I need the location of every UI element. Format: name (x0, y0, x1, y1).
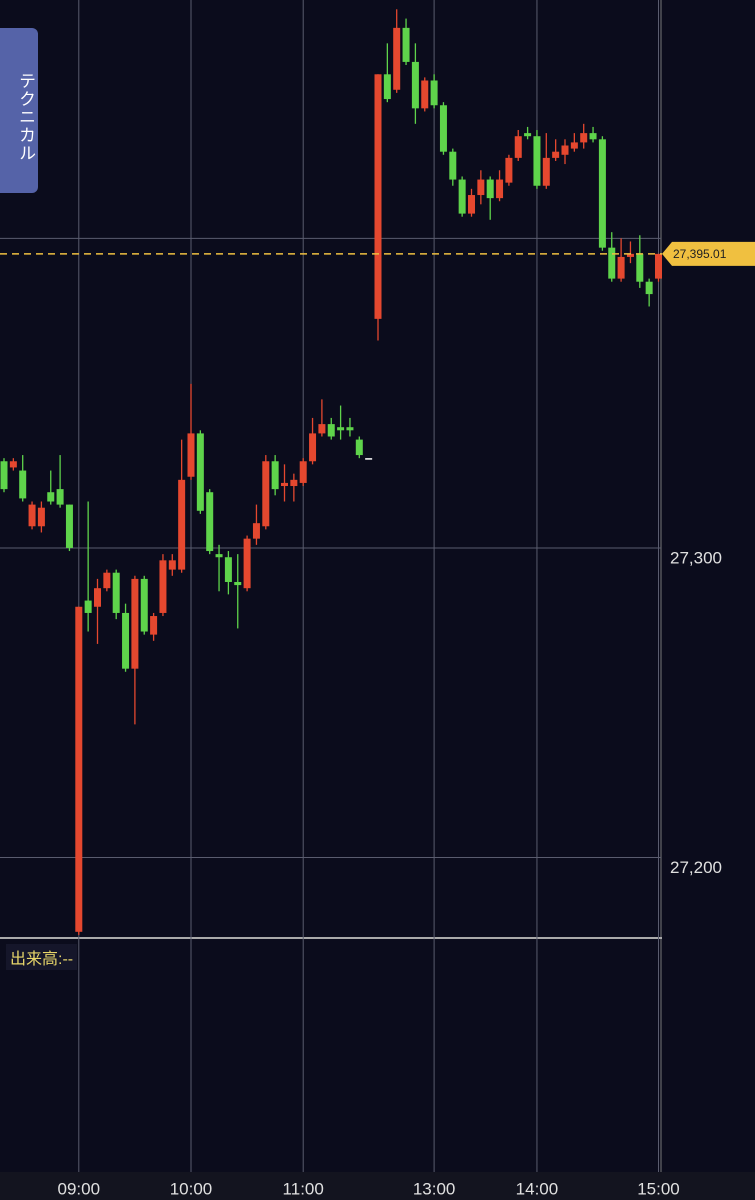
candle-body (56, 489, 64, 505)
x-tick-label: 14:00 (516, 1179, 559, 1198)
current-price-label: 27,395.01 (673, 247, 727, 261)
technical-button[interactable]: テクニカル (0, 28, 38, 193)
candle-body (486, 179, 494, 199)
candle-body (215, 554, 223, 558)
candle-body (327, 424, 335, 437)
candle-body (281, 482, 288, 487)
candle-body (37, 507, 45, 527)
candle-body (309, 433, 317, 462)
candle-body (636, 253, 644, 282)
candle-body (439, 105, 447, 152)
candle-body (449, 151, 457, 180)
time-axis-bg (0, 1172, 755, 1200)
x-tick-label: 11:00 (283, 1179, 324, 1198)
candle-body (393, 27, 401, 90)
candle-body (224, 557, 232, 582)
current-price-badge (662, 241, 755, 266)
candle-body (626, 253, 634, 257)
candle-body (598, 139, 606, 248)
candle-body (112, 572, 120, 613)
candle-body (47, 492, 55, 502)
candle-body (94, 588, 101, 607)
candle-body (552, 151, 560, 158)
candle-body (580, 133, 588, 143)
candle-body (468, 195, 475, 214)
candle-body (196, 433, 204, 511)
x-tick-label: 09:00 (58, 1179, 101, 1198)
candle-body (374, 74, 382, 319)
candle-body (561, 145, 569, 155)
candle-body (103, 572, 111, 589)
candle-body (131, 578, 139, 669)
candle-body (65, 504, 73, 548)
candle-body (271, 461, 279, 490)
candle-body (608, 247, 616, 279)
candle-body (206, 492, 214, 552)
x-tick-label: 10:00 (170, 1179, 213, 1198)
candle-body (365, 458, 373, 460)
candle-body (346, 427, 354, 431)
candle-body (430, 80, 438, 106)
candle-body (187, 433, 195, 477)
candle-body (617, 256, 625, 279)
candle-body (533, 136, 541, 186)
y-tick-label: 27,200 (670, 858, 722, 877)
candle-body (178, 479, 186, 570)
candle-body (28, 504, 36, 527)
candle-body (524, 133, 532, 137)
candle-body (421, 80, 429, 109)
candle-body (299, 461, 307, 483)
x-tick-label: 13:00 (413, 1179, 456, 1198)
candle-body (337, 427, 345, 431)
candle-body (262, 461, 270, 527)
candle-body (84, 600, 92, 613)
candle-body (589, 133, 597, 140)
candle-body (290, 479, 298, 487)
candle-body (19, 470, 27, 499)
candle-body (411, 61, 419, 109)
volume-label: 出来高:-- (6, 944, 78, 970)
candle-body (140, 578, 148, 632)
candle-body (318, 424, 326, 434)
candle-body (383, 74, 391, 100)
candle-body (355, 439, 363, 456)
candle-body (168, 560, 176, 570)
candle-body (159, 560, 167, 613)
candle-body (514, 136, 522, 158)
candle-body (505, 157, 513, 183)
x-tick-label: 15:00 (637, 1179, 680, 1198)
candle-body (542, 157, 550, 186)
candle-body (477, 179, 485, 196)
candle-body (9, 461, 17, 468)
candle-body (655, 253, 662, 279)
candle-body (122, 612, 130, 669)
y-tick-label: 27,300 (670, 548, 722, 567)
candle-body (645, 281, 653, 295)
candle-body (252, 523, 260, 539)
candle-body (458, 179, 466, 214)
candle-body (150, 616, 158, 635)
candle-body (570, 142, 578, 149)
candle-body (496, 179, 504, 199)
candle-body (402, 27, 410, 62)
candle-body (234, 581, 242, 586)
candle-body (75, 606, 83, 932)
candle-body (243, 538, 251, 589)
candle-body (0, 461, 8, 490)
